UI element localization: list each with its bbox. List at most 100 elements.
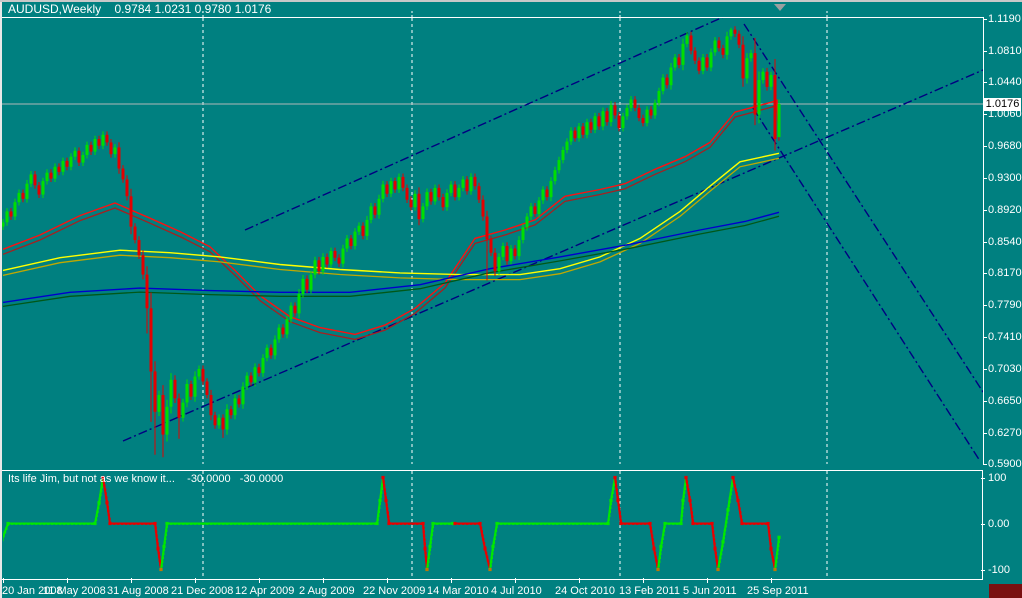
indicator-dot — [59, 522, 62, 525]
price-axis-label: 1.1190 — [988, 13, 1021, 25]
indicator-dot — [687, 488, 690, 491]
indicator-dot — [731, 481, 734, 484]
indicator-dot — [718, 560, 721, 563]
price-axis-label: 0.9680 — [988, 140, 1022, 152]
indicator-dot — [358, 522, 361, 525]
candle-bear — [477, 186, 481, 200]
price-axis-tick — [983, 369, 987, 370]
candle-bear — [89, 144, 93, 152]
indicator-dot — [71, 522, 74, 525]
indicator-marker — [619, 521, 623, 526]
candle-bull — [329, 251, 333, 265]
candle-bear — [205, 381, 209, 395]
indicator-dot — [39, 522, 42, 525]
indicator-dot — [5, 527, 8, 530]
indicator-dot — [133, 522, 136, 525]
indicator-marker — [3, 538, 4, 542]
candle-bear — [589, 122, 593, 130]
candle-bull — [17, 192, 21, 203]
time-axis-tick — [643, 578, 644, 583]
candle-bull — [625, 107, 629, 117]
indicator-marker — [384, 498, 388, 503]
candle-bear — [473, 176, 477, 187]
indicator-marker — [606, 521, 610, 526]
indicator-dot — [121, 522, 124, 525]
indicator-marker — [716, 567, 720, 572]
indicator-dot — [683, 487, 686, 490]
candle-bear — [441, 197, 445, 208]
indicator-dot — [657, 564, 660, 567]
indicator-dot — [202, 522, 205, 525]
indicator-dot — [99, 489, 103, 493]
time-axis-tick — [259, 578, 260, 583]
indicator-dot — [218, 522, 221, 525]
candle-bull — [549, 181, 553, 198]
trendline-descending-from-peak — [743, 23, 983, 394]
candle-bear — [249, 375, 253, 383]
price-axis-tick — [983, 114, 987, 115]
indicator-dot — [3, 531, 7, 534]
indicator-dot — [532, 522, 535, 525]
indicator-dot — [685, 480, 689, 483]
indicator-dot — [423, 542, 426, 545]
candle-bear — [325, 256, 329, 265]
indicator-dot — [765, 522, 768, 525]
indicator-dot — [493, 537, 496, 540]
candle-bull — [25, 183, 29, 199]
candle-bull — [521, 227, 525, 240]
indicator-dot — [719, 556, 722, 560]
indicator-dot — [712, 538, 716, 541]
indicator-dot — [681, 506, 684, 509]
candle-bear — [533, 206, 537, 214]
indicator-dot — [772, 559, 775, 562]
indicator-dot — [652, 542, 655, 545]
candle-bear — [733, 29, 737, 34]
price-axis-tick — [983, 19, 987, 20]
candle-bear — [137, 240, 141, 256]
indicator-dot — [588, 522, 591, 525]
indicator-dot — [715, 555, 718, 559]
indicator-dot — [528, 522, 531, 525]
candle-bull — [389, 181, 393, 194]
indicator-dot — [682, 495, 685, 498]
indicator-dot — [775, 560, 778, 563]
indicator-marker — [483, 547, 487, 551]
candle-bull — [561, 150, 565, 161]
chart-shift-marker-icon[interactable] — [774, 4, 786, 11]
indicator-dot — [379, 495, 382, 498]
indicator-dot — [87, 522, 90, 525]
candle-bull — [321, 256, 325, 272]
indicator-dot — [262, 522, 265, 525]
indicator-dot — [771, 555, 774, 559]
indicator-dot — [769, 542, 772, 545]
indicator-marker — [488, 567, 492, 572]
time-axis-tick — [707, 578, 708, 583]
candle-bear — [705, 57, 709, 68]
indicator-dot — [129, 522, 132, 525]
indicator-dot — [210, 522, 213, 525]
candle-bear — [485, 216, 489, 240]
indicator-dot — [392, 522, 395, 525]
indicator-dot — [730, 488, 733, 492]
indicator-dot — [330, 522, 333, 525]
indicator-dot — [768, 538, 772, 541]
indicator-dot — [687, 492, 691, 495]
indicator-dot — [206, 522, 209, 525]
candle-bear — [189, 384, 193, 397]
indicator-marker — [101, 475, 105, 480]
price-axis-label: 0.5900 — [988, 458, 1022, 470]
indicator-dot — [592, 522, 595, 525]
indicator-dot — [774, 564, 777, 567]
indicator-dot — [386, 507, 389, 510]
indicator-dot — [154, 526, 157, 529]
indicator-dot — [726, 513, 729, 516]
indicator-dot — [691, 519, 694, 522]
candle-bear — [401, 176, 405, 188]
indicator-marker — [108, 521, 112, 526]
indicator-dot — [640, 522, 643, 525]
indicator-marker — [613, 475, 617, 480]
mid-ma-yellow — [2, 152, 780, 276]
indicator-dot — [600, 522, 603, 525]
indicator-dot — [164, 537, 167, 540]
